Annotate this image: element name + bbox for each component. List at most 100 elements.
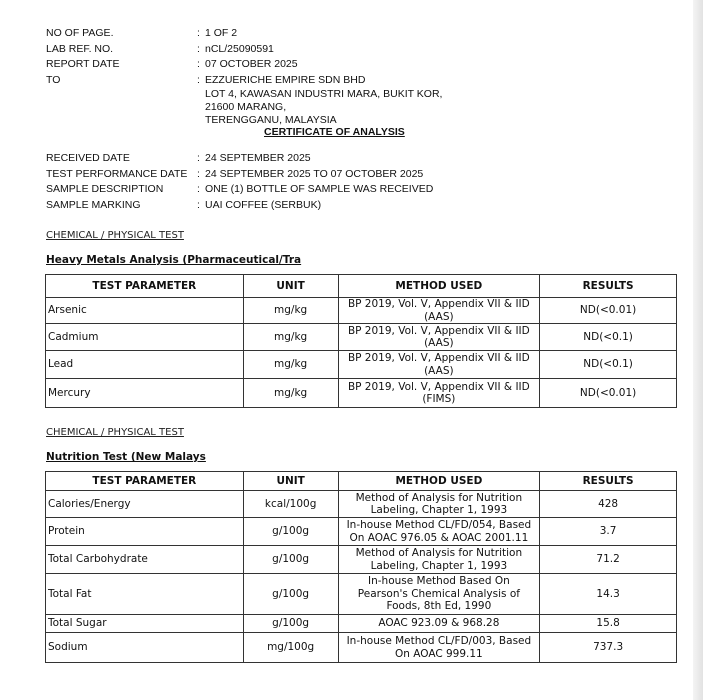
colon: : [197,152,200,164]
method-line: Labeling, Chapter 1, 1993 [370,559,508,572]
method-line: (AAS) [424,364,454,377]
field-value: ONE (1) BOTTLE OF SAMPLE WAS RECEIVED [205,183,434,195]
sample-info: RECEIVED DATE:24 SEPTEMBER 2025 TEST PERF… [46,151,433,213]
field-label: TO [46,73,61,86]
method-line: BP 2019, Vol. V, Appendix VII & IID [347,380,530,393]
column-header: TEST PARAMETER [45,471,244,491]
column-header: METHOD USED [337,274,541,298]
method-line: In-house Method Based On [368,575,510,588]
result: ND(<0.1) [539,350,677,379]
unit: mg/kg [242,323,339,351]
document-title: CERTIFICATE OF ANALYSIS [264,126,405,138]
colon: : [197,198,200,211]
test-parameter: Mercury [45,378,244,408]
unit: g/100g [242,545,339,574]
field-label: TEST PERFORMANCE DATE [46,167,188,180]
method-line: BP 2019, Vol. V, Appendix VII & IID [347,352,530,364]
field-value: 07 OCTOBER 2025 [205,58,298,70]
method-line: Labeling, Chapter 1, 1993 [370,504,508,516]
table-row: Total Carbohydrate g/100g Method of Anal… [45,545,677,574]
column-header: RESULTS [539,471,677,491]
field-label: SAMPLE MARKING [46,198,141,211]
test-parameter: Arsenic [45,297,244,324]
result: ND(<0.1) [539,323,677,351]
result: 3.7 [539,517,677,546]
result: 14.3 [539,573,677,615]
test-parameter: Cadmium [45,323,244,351]
colon: : [197,183,200,195]
method-line: (AAS) [424,337,454,349]
result: 15.8 [539,614,677,633]
test-parameter: Protein [45,517,244,546]
method-used: In-house Method CL/FD/054, Based On AOAC … [337,517,541,546]
report-header: NO OF PAGE.:1 OF 2 LAB REF. NO.: nCL/2509… [46,26,442,127]
method-line: Pearson's Chemical Analysis of [357,587,520,600]
column-header: UNIT [242,274,339,298]
test-parameter: Total Carbohydrate [45,545,244,574]
section-heading: CHEMICAL / PHYSICAL TEST [46,427,184,438]
table-header-row: TEST PARAMETER UNIT METHOD USED RESULTS [45,471,677,491]
unit: g/100g [242,517,339,546]
test-parameter: Sodium [45,632,244,663]
unit: g/100g [242,573,339,615]
address-line: LOT 4, KAWASAN INDUSTRI MARA, BUKIT KOR, [205,88,443,100]
unit: g/100g [242,614,339,633]
method-line: (AAS) [424,310,454,323]
field-value: 24 SEPTEMBER 2025 [205,152,311,164]
field-value: nCL/25090591 [205,42,274,55]
method-line: In-house Method CL/FD/054, Based [346,519,532,531]
field-value: 24 SEPTEMBER 2025 TO 07 OCTOBER 2025 [205,167,424,180]
method-line: BP 2019, Vol. V, Appendix VII & IID [347,298,530,310]
method-line: On AOAC 999.11 [395,647,483,660]
address-line: TERENGGANU, MALAYSIA [205,114,337,126]
field-label: RECEIVED DATE [46,152,130,164]
colon: : [197,42,200,55]
method-line: In-house Method CL/FD/003, Based [346,635,532,647]
field-value: EZZUERICHE EMPIRE SDN BHD [205,73,366,86]
section-heading: CHEMICAL / PHYSICAL TEST [46,230,184,241]
test-parameter: Total Fat [45,573,244,615]
table-row: Sodium mg/100g In-house Method CL/FD/003… [45,632,677,663]
table-row: Protein g/100g In-house Method CL/FD/054… [45,517,677,546]
column-header: UNIT [242,471,339,491]
method-line: (FIMS) [422,393,456,405]
method-used: BP 2019, Vol. V, Appendix VII & IID (AAS) [337,323,541,351]
unit: mg/100g [242,632,339,663]
table-row: Mercury mg/kg BP 2019, Vol. V, Appendix … [45,378,677,408]
address-line: 21600 MARANG, [205,101,287,113]
method-used: Method of Analysis for Nutrition Labeling… [337,545,541,574]
field-label: SAMPLE DESCRIPTION [46,183,164,195]
heavy-metals-table: TEST PARAMETER UNIT METHOD USED RESULTS Ars… [45,274,677,408]
table-row: Lead mg/kg BP 2019, Vol. V, Appendix VII… [45,350,677,379]
table-row: Arsenic mg/kg BP 2019, Vol. V, Appendix … [45,297,677,324]
column-header: METHOD USED [337,471,541,491]
field-value: 1 OF 2 [205,27,238,39]
nutrition-table: TEST PARAMETER UNIT METHOD USED RESULTS Cal… [45,471,677,663]
test-parameter: Total Sugar [45,614,244,633]
method-used: In-house Method CL/FD/003, Based On AOAC … [337,632,541,663]
method-used: BP 2019, Vol. V, Appendix VII & IID (AAS) [337,350,541,379]
method-line: Method of Analysis for Nutrition [355,491,523,504]
table-row: Total Fat g/100g In-house Method Based O… [45,573,677,615]
section-subheading: Nutrition Test (New Malays [46,451,206,463]
result: ND(<0.01) [539,378,677,408]
method-line: AOAC 923.09 & 968.28 [378,617,500,630]
unit: mg/kg [242,378,339,408]
result: 71.2 [539,545,677,574]
test-parameter: Calories/Energy [45,490,244,518]
method-used: AOAC 923.09 & 968.28 [337,614,541,633]
field-label: REPORT DATE [46,58,120,70]
section-subheading: Heavy Metals Analysis (Pharmaceutical/Tr… [46,254,302,266]
unit: kcal/100g [242,490,339,518]
field-value: UAI COFFEE (SERBUK) [205,198,322,211]
result: ND(<0.01) [539,297,677,324]
table-row: Calories/Energy kcal/100g Method of Anal… [45,490,677,518]
colon: : [197,27,200,39]
method-used: In-house Method Based On Pearson's Chemic… [337,573,541,615]
method-line: BP 2019, Vol. V, Appendix VII & IID [347,324,530,337]
test-parameter: Lead [45,350,244,379]
field-label: NO OF PAGE. [46,27,114,39]
method-line: Foods, 8th Ed, 1990 [386,600,492,613]
method-used: BP 2019, Vol. V, Appendix VII & IID (AAS) [337,297,541,324]
column-header: RESULTS [539,274,677,298]
